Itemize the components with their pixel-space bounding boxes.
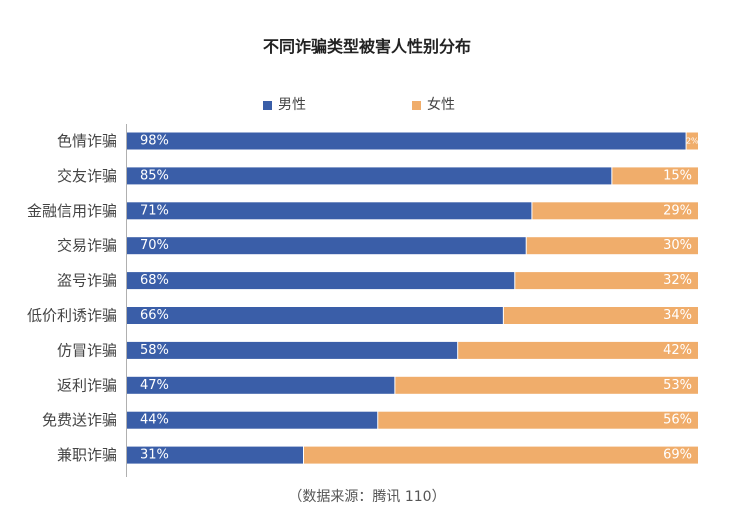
- bar-segment-male: [127, 237, 526, 255]
- category-label: 交友诈骗: [57, 167, 117, 185]
- bar-segment-female: [515, 272, 698, 290]
- category-label: 仿冒诈骗: [57, 341, 117, 359]
- data-label-female: 42%: [663, 343, 692, 358]
- bar-segment-female: [304, 446, 698, 464]
- data-label-female: 30%: [663, 238, 692, 253]
- bar-segment-female: [378, 411, 698, 429]
- data-label-male: 70%: [140, 238, 169, 253]
- bar-segment-female: [686, 132, 698, 150]
- data-label-male: 85%: [140, 168, 169, 183]
- data-label-female: 56%: [663, 413, 692, 428]
- category-label: 兼职诈骗: [57, 446, 117, 464]
- category-label: 低价利诱诈骗: [27, 307, 117, 325]
- data-label-male: 98%: [140, 134, 169, 149]
- category-label: 交易诈骗: [57, 237, 117, 255]
- bar-segment-female: [395, 376, 698, 394]
- legend-swatch-female: [412, 100, 421, 110]
- legend-label-male: 男性: [278, 97, 306, 113]
- bar-segment-female: [458, 341, 698, 359]
- data-label-female: 15%: [663, 168, 692, 183]
- data-label-female: 69%: [663, 448, 692, 463]
- data-label-female: 2%: [686, 137, 699, 146]
- data-label-male: 31%: [140, 448, 169, 463]
- data-label-male: 71%: [140, 203, 169, 218]
- chart-legend: 男性 女性: [0, 96, 734, 116]
- category-label: 盗号诈骗: [57, 272, 117, 290]
- bar-segment-male: [127, 446, 304, 464]
- bar-segment-male: [127, 132, 686, 150]
- data-label-female: 34%: [663, 308, 692, 323]
- data-label-male: 47%: [140, 378, 169, 393]
- bar-segment-male: [127, 307, 503, 324]
- legend-item-male: 男性: [263, 96, 306, 114]
- category-label: 返利诈骗: [57, 376, 117, 394]
- bar-segment-female: [503, 307, 698, 324]
- data-label-male: 44%: [140, 413, 169, 428]
- source-note: （数据来源：腾讯 110）: [288, 489, 446, 505]
- bar-segment-male: [127, 167, 612, 185]
- bar-segment-female: [526, 237, 698, 255]
- bar-segment-male: [127, 376, 395, 394]
- bar-segment-female: [532, 202, 698, 220]
- legend-item-female: 女性: [412, 96, 455, 114]
- bar-segment-male: [127, 411, 378, 429]
- data-label-female: 32%: [663, 273, 692, 288]
- data-label-male: 58%: [140, 343, 169, 358]
- data-label-female: 53%: [663, 378, 692, 393]
- legend-swatch-male: [263, 100, 272, 110]
- bar-segment-male: [127, 272, 515, 290]
- data-label-male: 68%: [140, 273, 169, 288]
- legend-label-female: 女性: [427, 97, 455, 113]
- bar-segment-female: [612, 167, 698, 185]
- category-label: 色情诈骗: [57, 132, 117, 150]
- category-label: 免费送诈骗: [42, 411, 117, 429]
- bar-segment-male: [127, 202, 532, 220]
- bar-segment-male: [127, 341, 458, 359]
- data-label-male: 66%: [140, 308, 169, 323]
- chart-title: 不同诈骗类型被害人性别分布: [262, 37, 471, 56]
- category-label: 金融信用诈骗: [27, 202, 117, 220]
- data-label-female: 29%: [663, 203, 692, 218]
